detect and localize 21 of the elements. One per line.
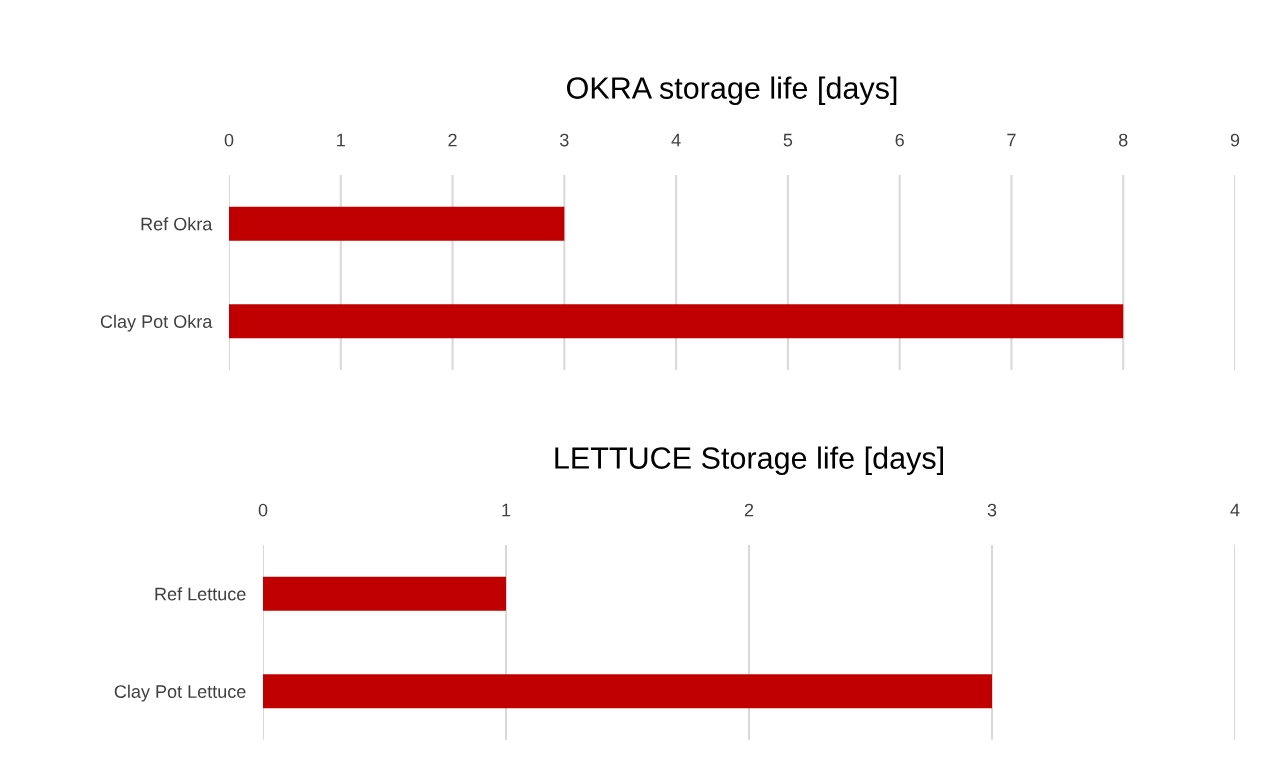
y-tick-label: Ref Okra xyxy=(141,217,213,231)
chart-title: OKRA storage life [days] xyxy=(567,76,897,105)
x-tick-label: 3 xyxy=(987,503,997,517)
x-tick-label: 8 xyxy=(1118,133,1128,147)
x-tick-label: 1 xyxy=(502,503,511,517)
x-tick-label: 3 xyxy=(560,133,569,147)
x-tick-label: 4 xyxy=(671,133,681,147)
x-tick-label: 4 xyxy=(1230,503,1240,517)
x-tick-label: 0 xyxy=(258,503,268,517)
x-tick-label: 2 xyxy=(744,503,754,517)
x-tick-label: 2 xyxy=(448,133,457,147)
x-tick-label: 0 xyxy=(224,133,234,147)
x-tick-label: 9 xyxy=(1230,133,1240,147)
chart-title: LETTUCE Storage life [days] xyxy=(555,446,943,475)
y-tick-label: Clay Pot Okra xyxy=(100,314,213,332)
x-tick-label: 5 xyxy=(783,133,793,147)
x-tick-label: 7 xyxy=(1007,133,1016,147)
y-tick-label: Clay Pot Lettuce xyxy=(114,684,246,702)
y-tick-label: Ref Lettuce xyxy=(155,587,246,601)
x-tick-label: 6 xyxy=(895,133,904,147)
x-tick-label: 1 xyxy=(337,133,345,147)
